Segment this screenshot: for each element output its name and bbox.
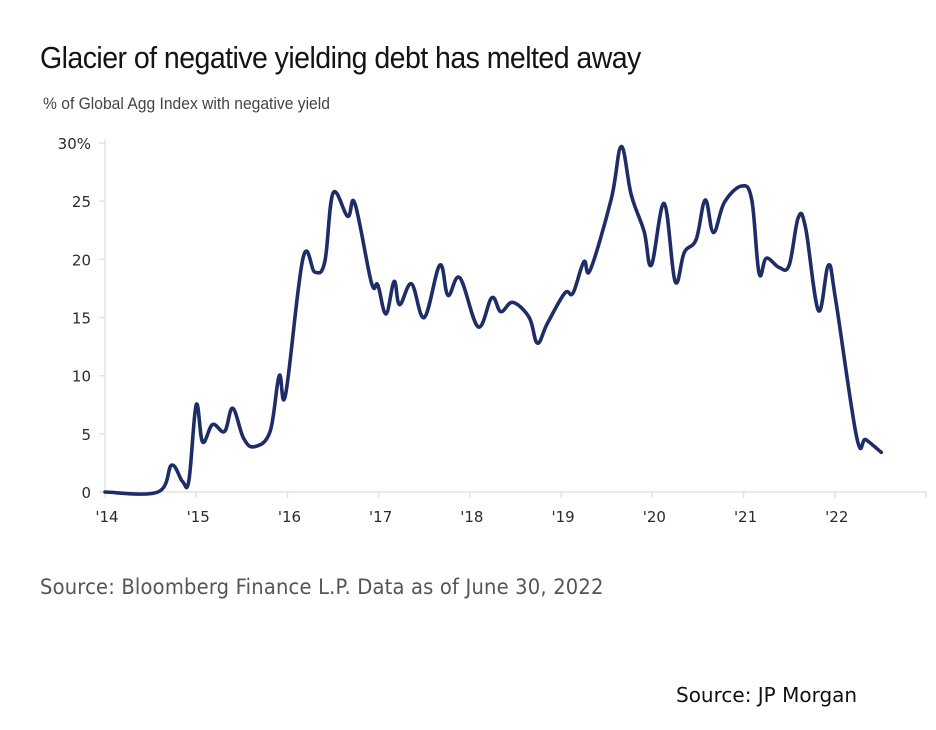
data-point <box>704 199 707 202</box>
data-point <box>630 194 633 197</box>
data-point <box>817 309 820 312</box>
data-point <box>269 430 272 433</box>
data-point <box>650 264 653 267</box>
data-point <box>353 202 356 205</box>
data-point <box>302 257 305 260</box>
data-point <box>740 185 743 188</box>
data-point <box>211 423 214 426</box>
data-point <box>536 342 539 345</box>
x-tick-label: '20 <box>643 508 666 526</box>
data-point <box>855 436 858 439</box>
data-point <box>683 251 686 254</box>
data-point <box>827 264 830 267</box>
data-source-note: Source: Bloomberg Finance L.P. Data as o… <box>40 575 604 599</box>
data-point <box>528 316 531 319</box>
y-tick-label: 25 <box>72 193 91 211</box>
data-point <box>834 299 837 302</box>
data-point <box>376 283 379 286</box>
data-point <box>313 271 316 274</box>
data-point <box>620 145 623 148</box>
x-tick-label: '14 <box>95 508 118 526</box>
data-point <box>278 374 281 377</box>
x-tick-label: '19 <box>552 508 575 526</box>
data-point <box>499 310 502 313</box>
data-point <box>663 202 666 205</box>
data-point <box>223 430 226 433</box>
data-point <box>104 491 107 494</box>
y-tick-label: 15 <box>72 310 91 328</box>
attribution-note: Source: JP Morgan <box>676 683 858 707</box>
data-point <box>393 280 396 283</box>
data-point <box>511 301 514 304</box>
chart-subtitle: % of Global Agg Index with negative yiel… <box>43 94 330 113</box>
x-tick-label: '21 <box>734 508 757 526</box>
data-point <box>187 479 190 482</box>
data-point <box>750 199 753 202</box>
line-chart: 0 5 10 15 20 25 30% '14 '15 '16 '17 '18 '19 '20 '21 '2… <box>58 135 927 526</box>
y-tick-label: 0 <box>81 484 91 502</box>
data-point <box>723 201 726 204</box>
data-point <box>156 491 159 494</box>
x-tick-label: '22 <box>825 508 848 526</box>
data-point <box>398 303 401 306</box>
data-point <box>880 451 883 454</box>
data-point <box>758 272 761 275</box>
data-point <box>864 438 867 441</box>
data-point <box>323 260 326 263</box>
data-point <box>410 282 413 285</box>
data-point <box>170 464 173 467</box>
data-point <box>477 325 480 328</box>
y-tick-label: 10 <box>72 368 91 386</box>
x-axis: '14 '15 '16 '17 '18 '19 '20 '21 '22 <box>95 491 927 526</box>
data-point <box>582 260 585 263</box>
data-point <box>423 316 426 319</box>
data-point <box>804 226 807 229</box>
data-point <box>490 296 493 299</box>
data-point <box>712 231 715 234</box>
data-point <box>797 216 800 219</box>
data-point <box>589 268 592 271</box>
data-point <box>447 294 450 297</box>
x-tick-label: '15 <box>187 508 210 526</box>
x-tick-label: '17 <box>369 508 392 526</box>
data-point <box>610 197 613 200</box>
y-tick-label: 20 <box>72 251 91 269</box>
data-point <box>674 280 677 283</box>
data-point <box>572 292 575 295</box>
data-point <box>284 393 287 396</box>
data-point <box>385 313 388 316</box>
data-point <box>438 264 441 267</box>
data-point <box>788 264 791 267</box>
data-point <box>181 480 184 483</box>
data-point <box>643 230 646 233</box>
chart-title: Glacier of negative yielding debt has me… <box>40 40 641 75</box>
data-point <box>201 441 204 444</box>
series-group <box>103 144 884 496</box>
data-point <box>231 407 234 410</box>
data-point <box>546 322 549 325</box>
data-point <box>195 403 198 406</box>
x-tick-label: '18 <box>460 508 483 526</box>
y-tick-label: 5 <box>81 426 91 444</box>
data-point <box>242 437 245 440</box>
series-line <box>103 144 884 496</box>
data-point <box>563 292 566 295</box>
y-tick-label: 30% <box>58 135 91 153</box>
data-point <box>458 276 461 279</box>
y-axis: 0 5 10 15 20 25 30% <box>58 135 106 502</box>
data-point <box>765 257 768 260</box>
data-point <box>370 281 373 284</box>
data-point <box>695 238 698 241</box>
data-point <box>332 192 335 195</box>
data-point <box>778 266 781 269</box>
data-point <box>253 445 256 448</box>
data-point <box>346 215 349 218</box>
x-tick-label: '16 <box>278 508 301 526</box>
